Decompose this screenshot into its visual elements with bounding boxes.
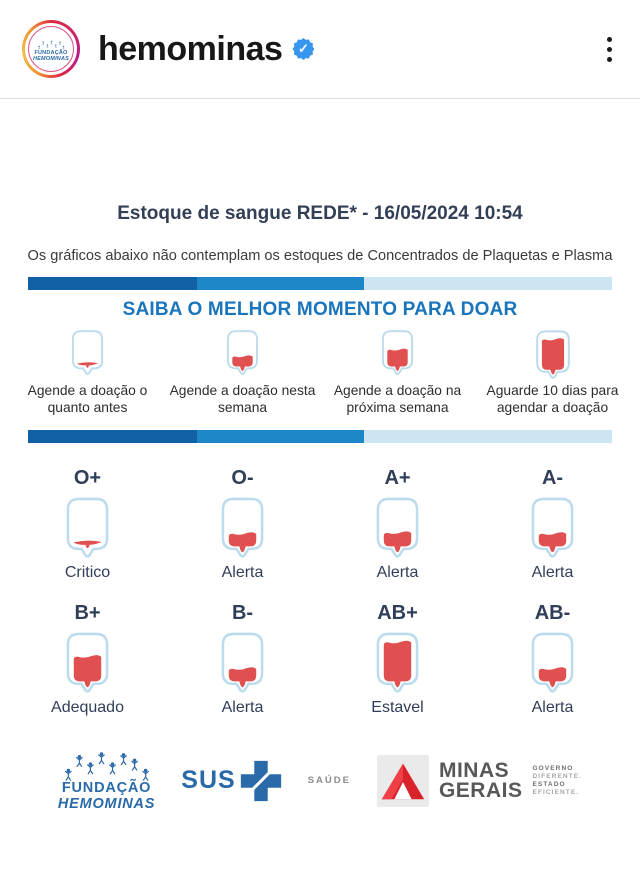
legend-item: Agende a doação o quanto antes <box>10 329 165 417</box>
blood-bag-icon <box>64 631 111 697</box>
section-heading: SAIBA O MELHOR MOMENTO PARA DOAR <box>122 299 518 320</box>
gov-line: ESTADO <box>532 781 566 789</box>
legend-label: Agende a doação na próxima semana <box>333 383 462 415</box>
more-options-button[interactable] <box>601 31 618 68</box>
post-subtitle: Os gráficos abaixo não contemplam os est… <box>27 248 613 264</box>
avatar-label-line1: FUNDAÇÃO <box>34 49 68 56</box>
legend-item: Agende a doação nesta semana <box>165 329 320 417</box>
blood-bag-icon <box>534 329 572 381</box>
footer-logos: FUNDAÇÃO HEMOMINAS SUS SAÚDE MINAS GERAI… <box>0 749 640 813</box>
stock-item: AB+ Estavel <box>320 602 475 717</box>
blood-bag-icon <box>529 631 576 697</box>
blood-stock-grid: O+ Critico O- Alerta A+ Alerta A- Alerta… <box>0 467 640 717</box>
post-image: Estoque de sangue REDE* - 16/05/2024 10:… <box>0 99 640 813</box>
mg-name-line1: MINAS <box>438 758 510 782</box>
blood-bag-icon <box>64 496 111 562</box>
avatar[interactable]: FUNDAÇÃO HEMOMINAS <box>22 20 80 78</box>
post-title: Estoque de sangue REDE* - 16/05/2024 10:… <box>117 203 523 224</box>
blood-type-label: B- <box>231 601 254 624</box>
username[interactable]: hemominas <box>98 29 283 68</box>
stock-status: Estavel <box>371 698 424 716</box>
people-arc-icon <box>38 40 65 49</box>
minas-gerais-logo: MINAS GERAIS GOVERNO DIFERENTE. ESTADO E… <box>376 754 582 807</box>
stock-status: Alerta <box>531 698 574 716</box>
blood-type-label: B+ <box>74 601 101 624</box>
blood-bag-icon <box>219 496 266 562</box>
stock-status: Alerta <box>531 563 574 581</box>
stock-status: Critico <box>64 563 111 581</box>
blood-bag-icon <box>380 329 415 381</box>
footer-fundacao-line2: HEMOMINAS <box>57 795 156 812</box>
avatar-label-line2: HEMOMINAS <box>32 56 70 62</box>
blood-type-label: A+ <box>384 466 411 489</box>
legend-label: Aguarde 10 dias para agendar a doação <box>486 383 619 415</box>
blood-type-label: A- <box>541 466 564 489</box>
sus-logo: SUS <box>181 760 281 802</box>
sus-label: SUS <box>181 766 236 795</box>
gov-line: DIFERENTE. <box>532 773 583 781</box>
stock-item: B+ Adequado <box>10 602 165 717</box>
footer-fundacao-line1: FUNDAÇÃO <box>61 779 152 796</box>
stock-bar-top <box>28 277 612 290</box>
mg-triangle-icon <box>376 754 429 807</box>
stock-item: O- Alerta <box>165 467 320 582</box>
stock-bar-bottom <box>28 429 612 443</box>
verified-badge-icon: ✓ <box>292 38 315 60</box>
stock-item: AB- Alerta <box>475 602 630 717</box>
post-header: FUNDAÇÃO HEMOMINAS hemominas ✓ <box>0 0 640 99</box>
saude-label: SAÚDE <box>307 775 351 787</box>
stock-status: Alerta <box>376 563 419 581</box>
sus-cross-icon <box>240 760 281 801</box>
governo-tagline: GOVERNO DIFERENTE. ESTADO EFICIENTE. <box>532 765 582 796</box>
stock-item: O+ Critico <box>10 467 165 582</box>
blood-bag-icon <box>225 329 260 381</box>
blood-bag-icon <box>374 631 421 697</box>
blood-type-label: AB+ <box>377 601 418 624</box>
stock-status: Alerta <box>221 698 264 716</box>
legend-label: Agende a doação nesta semana <box>169 383 316 415</box>
gov-line: GOVERNO <box>532 765 574 773</box>
stock-item: A- Alerta <box>475 467 630 582</box>
donation-legend: Agende a doação o quanto antes Agende a … <box>0 329 640 417</box>
stock-status: Adequado <box>51 698 124 716</box>
blood-bag-icon <box>374 496 421 562</box>
blood-bag-icon <box>529 496 576 562</box>
blood-type-label: AB- <box>534 601 571 624</box>
blood-bag-icon <box>70 329 105 381</box>
blood-bag-icon <box>219 631 266 697</box>
stock-item: A+ Alerta <box>320 467 475 582</box>
legend-item: Agende a doação na próxima semana <box>320 329 475 417</box>
legend-item: Aguarde 10 dias para agendar a doação <box>475 329 630 417</box>
fundacao-hemominas-footer-logo-icon: FUNDAÇÃO HEMOMINAS <box>58 749 155 813</box>
people-arc-icon <box>64 751 149 781</box>
fundacao-hemominas-logo-icon: FUNDAÇÃO HEMOMINAS <box>25 23 77 75</box>
gov-line: EFICIENTE. <box>532 789 580 797</box>
stock-item: B- Alerta <box>165 602 320 717</box>
stock-status: Alerta <box>221 563 264 581</box>
blood-type-label: O+ <box>73 466 102 489</box>
mg-name-line2: GERAIS <box>438 778 523 802</box>
legend-label: Agende a doação o quanto antes <box>27 383 148 415</box>
blood-type-label: O- <box>231 466 254 489</box>
